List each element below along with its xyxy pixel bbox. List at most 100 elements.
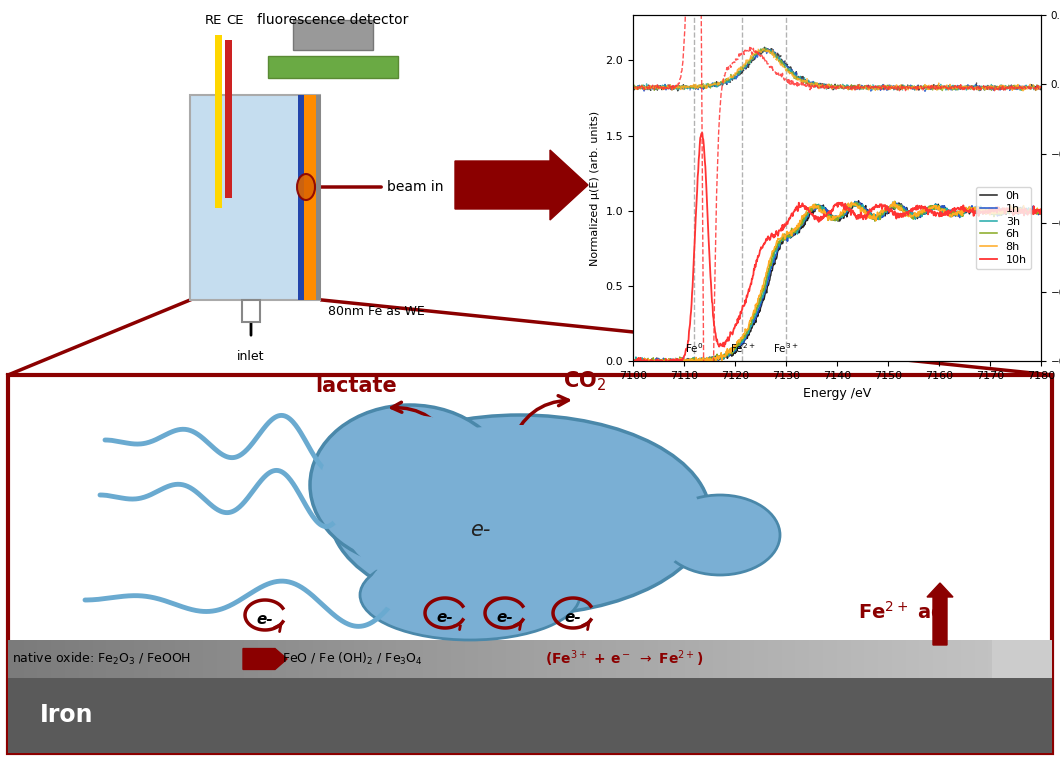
10h (696, 129, 709, 138)
Line: 8h: 8h (633, 202, 1041, 365)
0h (887, 205, 900, 214)
Ellipse shape (360, 550, 580, 640)
10h (636, 360, 649, 369)
Line: 0h: 0h (633, 201, 1041, 365)
0h (852, 196, 865, 205)
1h (1035, 206, 1047, 215)
Ellipse shape (370, 545, 570, 625)
Line: 3h: 3h (633, 202, 1041, 365)
Bar (316, 95, 321, 300)
10h (865, 205, 878, 215)
10h (626, 356, 639, 365)
Text: e-: e- (565, 610, 581, 625)
3h (849, 197, 862, 206)
8h (646, 361, 658, 370)
Bar (992, 640, 1052, 678)
Ellipse shape (320, 415, 500, 555)
Text: inlet: inlet (237, 350, 265, 363)
10h (876, 199, 888, 209)
Bar (242, 300, 260, 322)
FancyArrow shape (455, 150, 588, 220)
1h (876, 212, 888, 221)
Text: FeO / Fe (OH)$_2$ / Fe$_3$O$_4$: FeO / Fe (OH)$_2$ / Fe$_3$O$_4$ (282, 651, 423, 667)
0h (1035, 205, 1047, 215)
Bar (8, 375, 1052, 753)
8h (1035, 205, 1047, 214)
X-axis label: Energy /eV: Energy /eV (802, 387, 871, 400)
Text: e-: e- (257, 612, 273, 626)
Line: 10h: 10h (633, 133, 1041, 365)
8h (864, 211, 877, 220)
Text: Fe$^{2+}$ aq: Fe$^{2+}$ aq (858, 599, 944, 625)
Ellipse shape (330, 415, 710, 615)
Text: Fe$^0$: Fe$^0$ (685, 342, 704, 355)
0h (937, 204, 950, 213)
1h (638, 360, 651, 369)
1h (978, 207, 991, 216)
0h (626, 355, 639, 364)
6h (626, 360, 639, 369)
6h (864, 211, 877, 220)
Ellipse shape (660, 502, 760, 568)
Ellipse shape (310, 405, 510, 565)
3h (876, 209, 888, 218)
8h (874, 208, 887, 217)
Text: Fe$^{3+}$: Fe$^{3+}$ (773, 342, 799, 355)
Text: RE: RE (205, 14, 222, 27)
1h (652, 358, 665, 367)
Text: e-: e- (437, 610, 454, 625)
6h (626, 356, 639, 365)
1h (849, 197, 862, 206)
Text: Fe$^{2+}$: Fe$^{2+}$ (729, 342, 756, 355)
3h (626, 357, 639, 366)
Text: beam in: beam in (387, 180, 443, 194)
8h (626, 358, 639, 368)
Text: CO$_2$: CO$_2$ (563, 369, 606, 393)
Text: e-: e- (497, 610, 513, 625)
3h (887, 200, 900, 209)
Y-axis label: Normalized μ(E) (arb. units): Normalized μ(E) (arb. units) (589, 111, 600, 266)
Text: native oxide: Fe$_2$O$_3$ / FeOOH: native oxide: Fe$_2$O$_3$ / FeOOH (12, 651, 191, 667)
Ellipse shape (297, 174, 315, 200)
Text: fluorescence detector: fluorescence detector (258, 13, 409, 27)
10h (887, 210, 900, 219)
6h (888, 197, 901, 206)
1h (626, 357, 639, 366)
Bar (215, 35, 222, 208)
3h (652, 356, 665, 365)
FancyArrow shape (243, 648, 287, 670)
8h (652, 355, 665, 364)
Ellipse shape (340, 425, 700, 605)
Text: lactate: lactate (315, 376, 396, 396)
3h (679, 361, 692, 370)
Line: 6h: 6h (633, 202, 1041, 365)
3h (865, 210, 878, 219)
Text: (Fe$^{3+}$ + e$^-$ $\rightarrow$ Fe$^{2+}$): (Fe$^{3+}$ + e$^-$ $\rightarrow$ Fe$^{2+… (545, 648, 704, 670)
0h (640, 361, 653, 370)
6h (1035, 207, 1047, 216)
6h (887, 203, 900, 212)
Bar (268, 56, 398, 78)
Text: e-: e- (470, 520, 490, 540)
0h (865, 209, 878, 218)
8h (978, 207, 991, 216)
Bar (225, 40, 232, 198)
Legend: 0h, 1h, 3h, 6h, 8h, 10h: 0h, 1h, 3h, 6h, 8h, 10h (975, 186, 1031, 269)
3h (978, 207, 991, 216)
Bar (298, 95, 304, 300)
Text: CE: CE (226, 14, 244, 27)
0h (978, 206, 991, 215)
0h (652, 354, 665, 363)
6h (652, 355, 665, 365)
8h (888, 197, 901, 206)
FancyArrow shape (928, 583, 953, 645)
6h (937, 207, 950, 216)
Bar (190, 95, 320, 300)
Bar (293, 20, 373, 50)
10h (1035, 206, 1047, 215)
8h (887, 200, 900, 209)
10h (937, 210, 950, 219)
10h (652, 358, 665, 367)
Text: 80nm Fe as WE: 80nm Fe as WE (328, 305, 425, 318)
6h (874, 208, 887, 217)
